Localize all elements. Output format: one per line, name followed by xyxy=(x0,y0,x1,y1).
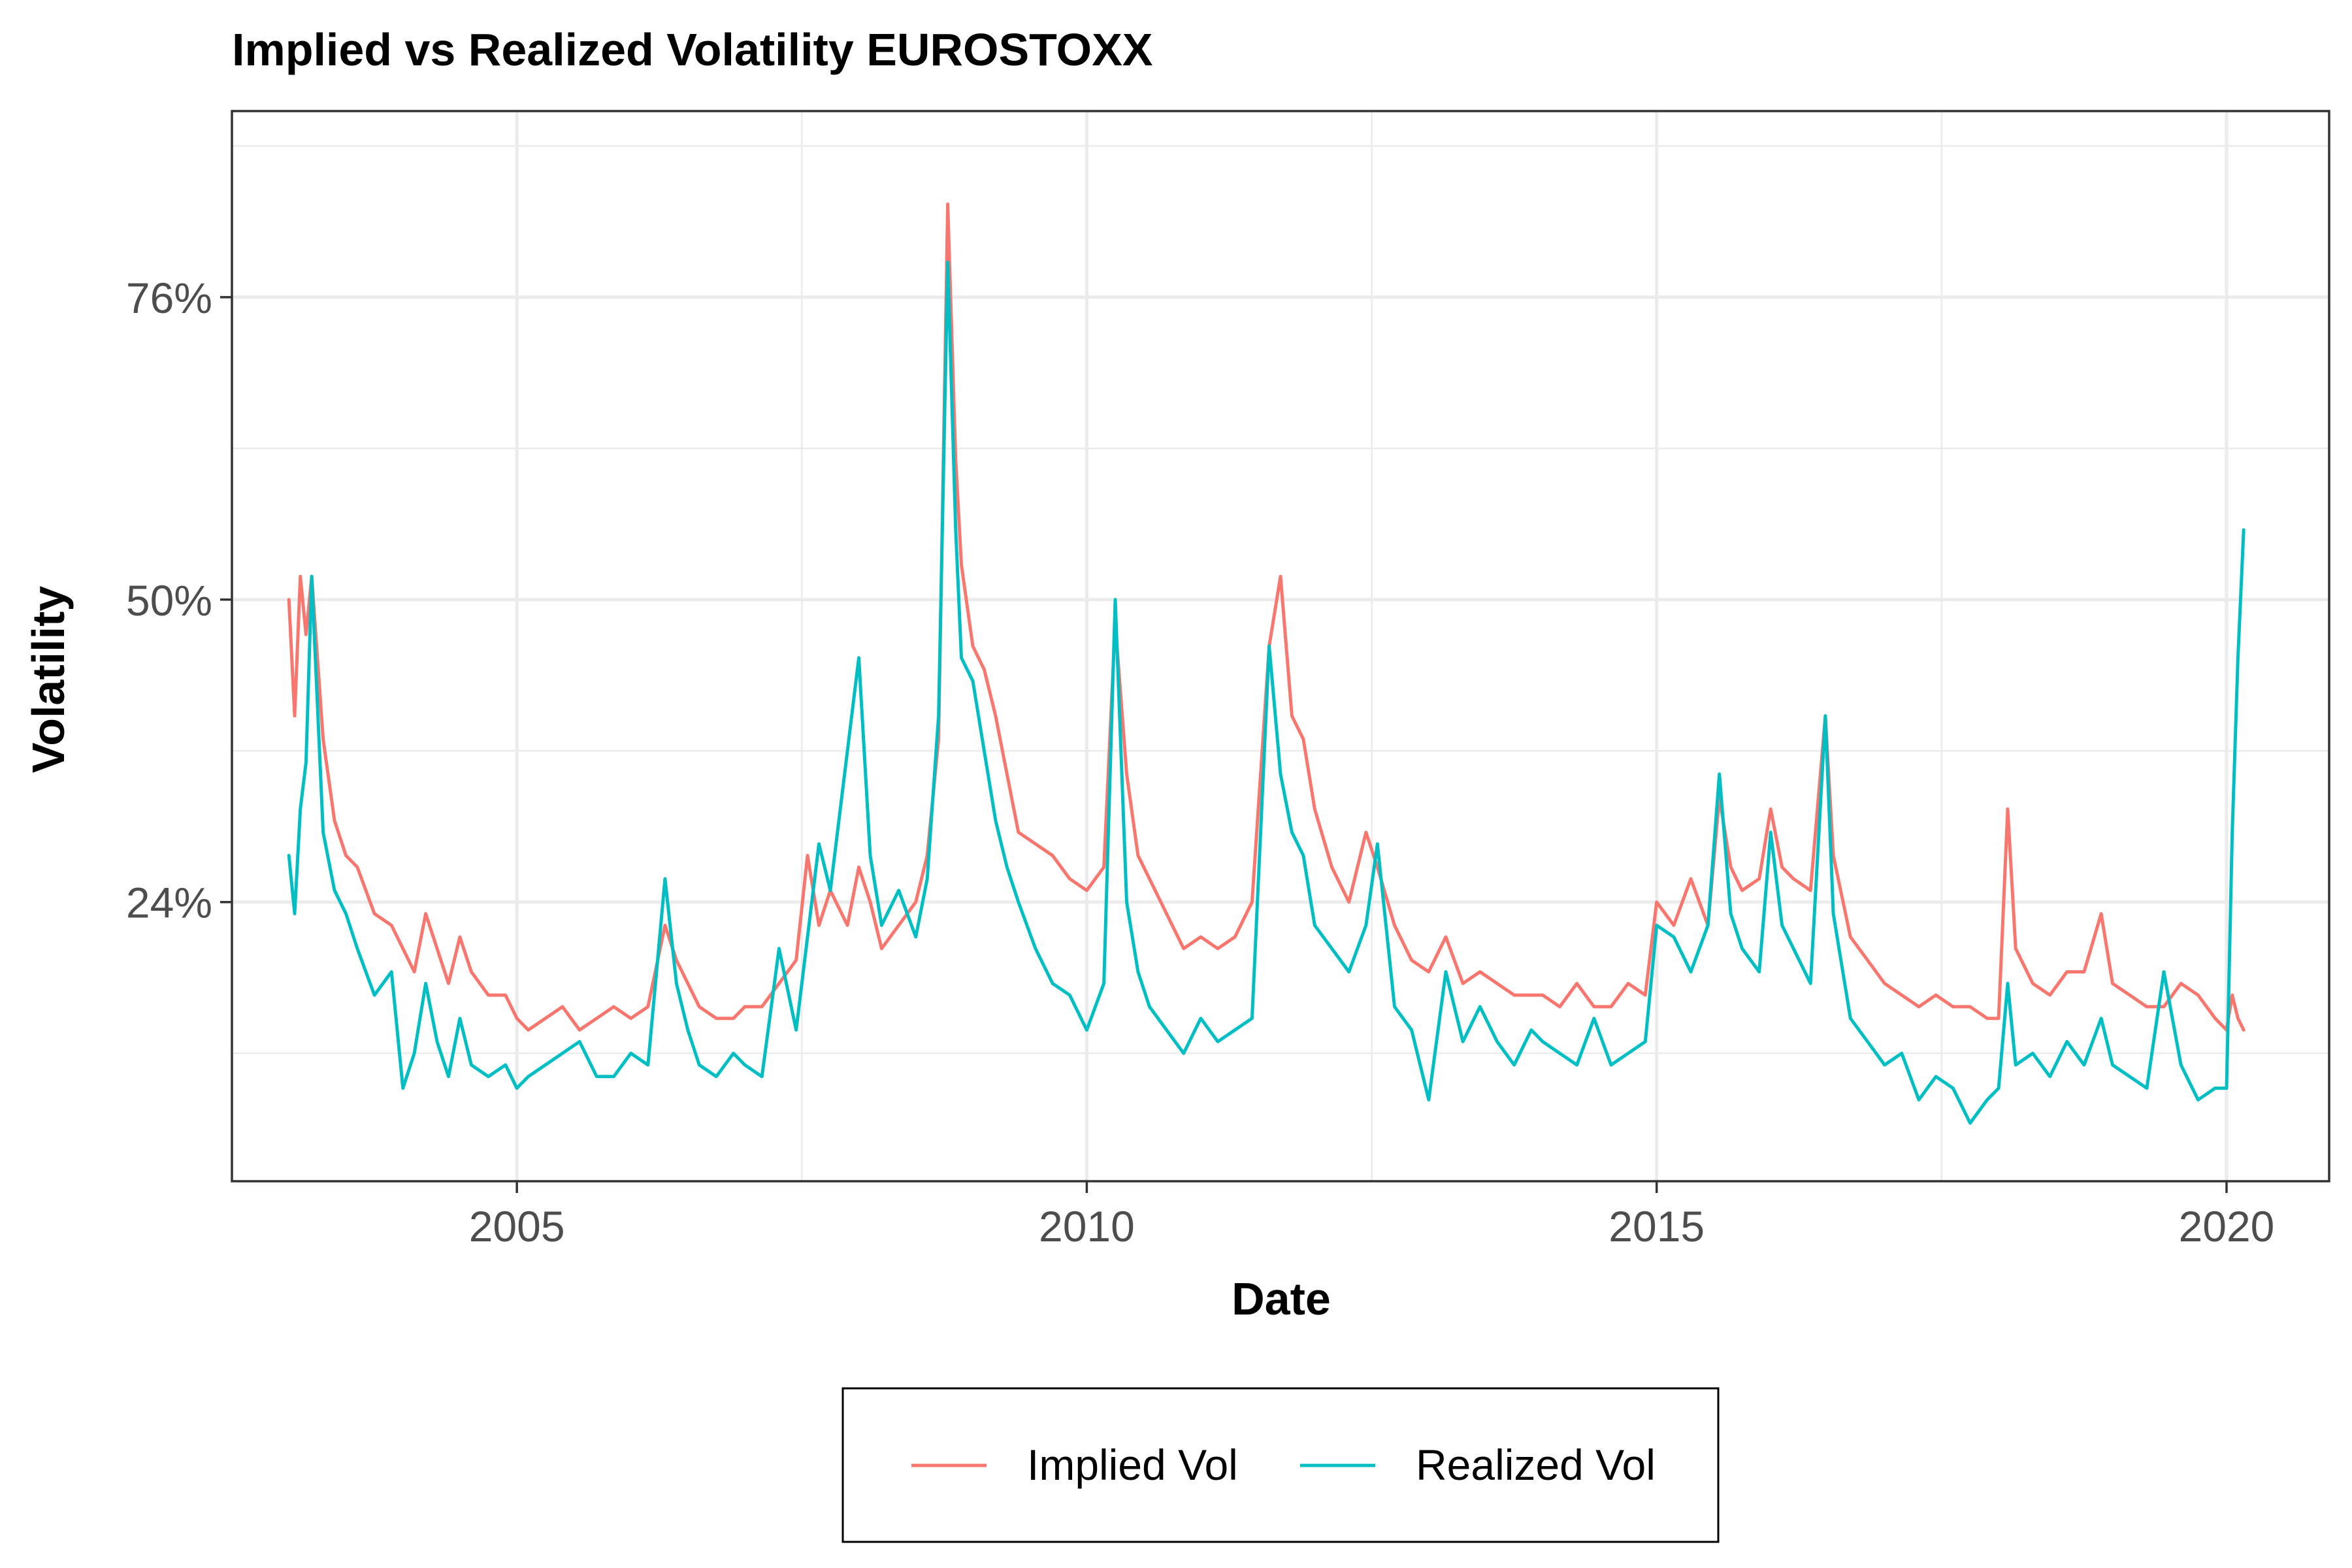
gridlines xyxy=(232,111,2329,1181)
x-tick-label: 2015 xyxy=(1609,1202,1705,1250)
x-tick-label: 2010 xyxy=(1039,1202,1135,1250)
x-tick-label: 2020 xyxy=(2179,1202,2275,1250)
x-tick-label: 2005 xyxy=(469,1202,565,1250)
y-axis-title: Volatility xyxy=(23,586,74,774)
y-axis: 24% 50% 76% xyxy=(126,274,232,927)
x-axis: 2005 2010 2015 2020 xyxy=(469,1181,2275,1250)
legend-label-implied-vol: Implied Vol xyxy=(1027,1441,1238,1489)
legend: Implied Vol Realized Vol xyxy=(841,1387,1720,1543)
series-layer xyxy=(287,202,2246,1125)
y-tick-label: 24% xyxy=(126,879,212,927)
y-tick-label: 50% xyxy=(126,576,212,625)
legend-box xyxy=(841,1387,1720,1543)
plot-border xyxy=(231,110,2330,1183)
y-tick-label: 76% xyxy=(126,274,212,322)
legend-label-realized-vol: Realized Vol xyxy=(1416,1441,1656,1489)
series-line-implied-vol xyxy=(287,202,2246,1032)
x-axis-title: Date xyxy=(1232,1273,1331,1324)
series-line-realized-vol xyxy=(287,261,2246,1125)
chart-title: Implied vs Realized Volatility EUROSTOXX xyxy=(232,24,1153,75)
